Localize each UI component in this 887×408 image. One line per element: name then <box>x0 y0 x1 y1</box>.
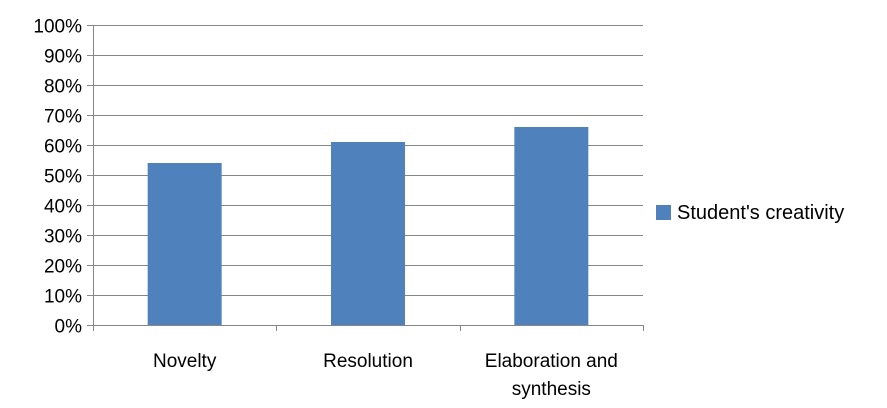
y-tick-labels: 0% 10% 20% 30% 40% 50% 60% 70% 80% 90% 100% <box>33 17 82 338</box>
bars <box>147 127 589 325</box>
y-tick-label: 60% <box>44 137 82 158</box>
y-tick-label: 10% <box>44 287 82 308</box>
x-category-label: Elaboration and <box>485 351 618 372</box>
x-category-label: Resolution <box>323 351 413 372</box>
x-category-label: Novelty <box>153 351 217 372</box>
bar-resolution <box>331 142 405 325</box>
x-category-labels: Novelty Resolution Elaboration and synthesi… <box>153 351 618 400</box>
y-tick-label: 50% <box>44 167 82 188</box>
y-tick-label: 0% <box>55 317 83 338</box>
y-tick-label: 20% <box>44 257 82 278</box>
y-tick-label: 30% <box>44 227 82 248</box>
y-tick-label: 40% <box>44 197 82 218</box>
x-category-label: synthesis <box>512 379 591 400</box>
bar-novelty <box>147 163 222 325</box>
bar-elaboration-and-synthesis <box>514 127 589 325</box>
legend-swatch <box>656 205 671 220</box>
legend: Student's creativity <box>656 202 844 224</box>
axes <box>87 25 644 331</box>
y-tick-label: 70% <box>44 107 82 128</box>
legend-label: Student's creativity <box>677 202 844 224</box>
y-tick-label: 80% <box>44 77 82 98</box>
y-tick-label: 100% <box>33 17 82 38</box>
y-tick-label: 90% <box>44 47 82 68</box>
